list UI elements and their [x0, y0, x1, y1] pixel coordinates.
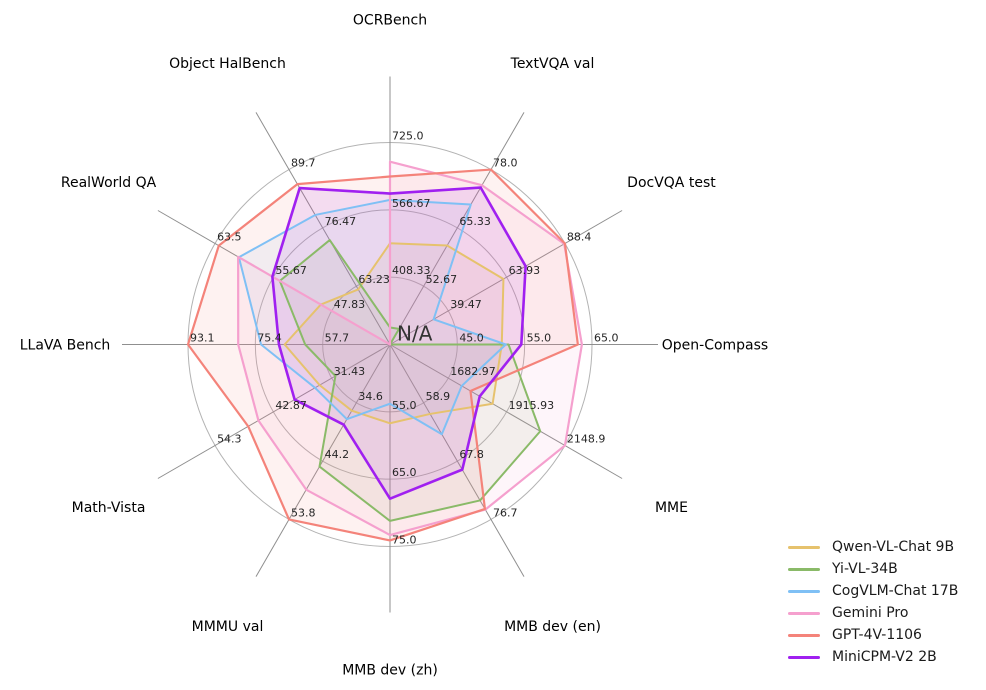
series-polygon-gpt-4v-1106	[186, 168, 579, 542]
axis-label-object-halbench: Object HalBench	[169, 56, 286, 72]
legend-item-gemini-pro: Gemini Pro	[788, 602, 958, 624]
axis-label-math-vista: Math-Vista	[72, 500, 146, 516]
legend-label: Yi-VL-34B	[832, 561, 898, 577]
legend-swatch-line	[788, 655, 820, 659]
series-fill-qwen-vl-chat-9b	[284, 243, 504, 424]
legend-label: Qwen-VL-Chat 9B	[832, 539, 955, 555]
axis-label-llava-bench: LLaVA Bench	[20, 338, 111, 354]
legend-label: MiniCPM-V2 2B	[832, 649, 937, 665]
tick-label: 75.4	[257, 332, 282, 345]
axis-spoke	[255, 112, 391, 345]
tick-label: 67.8	[459, 448, 484, 461]
tick-label: 2148.9	[567, 433, 606, 446]
tick-label: 76.7	[493, 506, 518, 519]
axis-label-realworld-qa: RealWorld QA	[61, 175, 157, 191]
tick-label: 63.93	[509, 264, 541, 277]
axis-label-textvqa-val: TextVQA val	[510, 56, 595, 72]
tick-label: 45.0	[459, 332, 484, 345]
axis-label-mme: MME	[655, 500, 688, 516]
tick-label: 63.5	[217, 231, 242, 244]
tick-label: 93.1	[190, 332, 215, 345]
legend-swatch-line	[788, 567, 820, 571]
legend-item-qwen-vl-chat-9b: Qwen-VL-Chat 9B	[788, 536, 958, 558]
tick-label: 42.87	[275, 399, 307, 412]
tick-label: 89.7	[291, 157, 316, 170]
legend-swatch-line	[788, 589, 820, 593]
tick-label: 65.0	[392, 466, 417, 479]
tick-label: 65.33	[459, 215, 491, 228]
axis-spoke	[255, 344, 391, 577]
axis-spoke	[389, 210, 623, 345]
legend-swatch-line	[788, 545, 820, 549]
tick-labels: 408.33 566.67 725.0 52.67 65.33 78.0 39.47 63.9…	[190, 130, 619, 547]
axis-label-mmmu-val: MMMU val	[192, 619, 264, 635]
tick-label: 1682.97	[450, 365, 496, 378]
series-fill-yi-vl-34b	[279, 240, 541, 521]
legend-label: GPT-4V-1106	[832, 627, 922, 643]
axis-label-mmb-dev-en: MMB dev (en)	[504, 619, 601, 635]
axis-label-ocrbench: OCRBench	[353, 13, 427, 29]
tick-label: 1915.93	[509, 399, 555, 412]
tick-label: 54.3	[217, 433, 242, 446]
series-fill-minicpm-v2-2b	[272, 187, 526, 499]
axis-label-mmb-dev-zh: MMB dev (zh)	[342, 663, 438, 679]
series-outlines	[186, 160, 584, 542]
axis-label-docvqa-test: DocVQA test	[627, 175, 716, 191]
axis-labels: OCRBench TextVQA val DocVQA test Open-Compa…	[20, 13, 769, 679]
legend-item-gpt-4v-1106: GPT-4V-1106	[788, 624, 958, 646]
tick-label: 47.83	[334, 298, 366, 311]
tick-label: 52.67	[426, 273, 458, 286]
tick-label: 39.47	[450, 298, 482, 311]
series-polygon-minicpm-v2-2b	[271, 186, 527, 500]
axis-spoke	[389, 112, 525, 345]
axis-spoke	[157, 344, 391, 479]
series-fill-cogvlm-chat-17b	[238, 199, 506, 435]
tick-label: 44.2	[325, 448, 350, 461]
legend-item-yi-vl-34b: Yi-VL-34B	[788, 558, 958, 580]
axis-spoke	[389, 344, 525, 577]
legend-label: CogVLM-Chat 17B	[832, 583, 959, 599]
na-center-label: N/A	[397, 322, 433, 346]
tick-label: 31.43	[334, 365, 366, 378]
tick-label: 55.67	[275, 264, 307, 277]
tick-label: 725.0	[392, 130, 424, 143]
tick-label: 75.0	[392, 534, 417, 547]
axis-label-open-compass: Open-Compass	[662, 338, 768, 354]
tick-label: 566.67	[392, 197, 431, 210]
tick-label: 58.9	[426, 390, 451, 403]
tick-label: 78.0	[493, 157, 518, 170]
tick-label: 55.0	[392, 399, 417, 412]
tick-label: 55.0	[527, 332, 552, 345]
axis-spoke	[389, 344, 623, 479]
tick-label: 53.8	[291, 506, 316, 519]
legend-item-minicpm-v2-2b: MiniCPM-V2 2B	[788, 646, 958, 668]
tick-label: 76.47	[325, 215, 357, 228]
legend-item-cogvlm-chat-17b: CogVLM-Chat 17B	[788, 580, 958, 602]
series-fills	[188, 161, 582, 541]
tick-label: 65.0	[594, 332, 619, 345]
legend-swatch-line	[788, 633, 820, 637]
legend-label: Gemini Pro	[832, 605, 909, 621]
tick-label: 57.7	[325, 332, 350, 345]
tick-label: 63.23	[358, 273, 390, 286]
tick-label: 408.33	[392, 264, 431, 277]
series-fill-gpt-4v-1106	[188, 169, 578, 541]
tick-label: 34.6	[358, 390, 383, 403]
legend: Qwen-VL-Chat 9B Yi-VL-34B CogVLM-Chat 17B G…	[788, 536, 958, 668]
legend-swatch-line	[788, 611, 820, 615]
tick-label: 88.4	[567, 231, 592, 244]
